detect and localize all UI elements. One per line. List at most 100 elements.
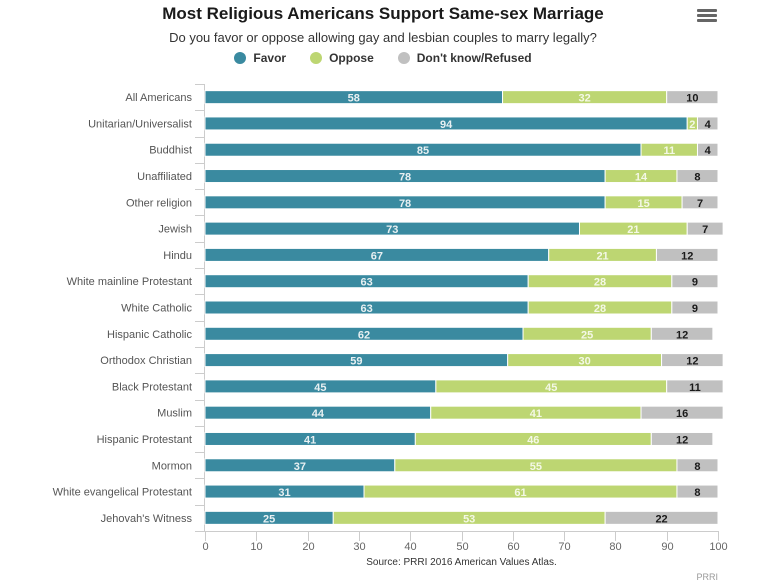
data-label-oppose: 32 — [578, 93, 590, 105]
data-label-don-t-know-refused: 12 — [676, 329, 688, 341]
bar-don-t-know-refused-other-religion[interactable] — [681, 195, 719, 210]
data-label-don-t-know-refused: 12 — [686, 356, 698, 368]
bar-don-t-know-refused-buddhist[interactable] — [696, 142, 719, 157]
legend-item-oppose[interactable]: Oppose — [310, 51, 374, 65]
data-label-oppose: 45 — [545, 382, 557, 394]
data-label-don-t-know-refused: 9 — [692, 303, 698, 315]
x-tick-label: 90 — [661, 541, 673, 553]
data-label-don-t-know-refused: 8 — [694, 172, 700, 184]
data-label-don-t-know-refused: 8 — [694, 487, 700, 499]
data-label-favor: 41 — [304, 434, 316, 446]
data-label-favor: 62 — [358, 329, 370, 341]
category-label-hindu: Hindu — [163, 250, 192, 262]
category-label-mormon: Mormon — [152, 460, 192, 472]
category-label-hispanic-catholic: Hispanic Catholic — [107, 329, 192, 341]
legend-dot-oppose — [310, 52, 323, 64]
data-label-favor: 37 — [294, 461, 306, 473]
category-label-orthodox-christian: Orthodox Christian — [100, 355, 192, 367]
data-label-don-t-know-refused: 12 — [676, 434, 688, 446]
data-label-favor: 85 — [417, 145, 429, 157]
x-tick-label: 60 — [507, 541, 519, 553]
bar-don-t-know-refused-hispanic-protestant[interactable] — [650, 431, 714, 446]
data-label-favor: 78 — [399, 172, 411, 184]
legend-label: Favor — [253, 51, 287, 65]
x-tick-label: 100 — [709, 541, 727, 553]
bar-don-t-know-refused-jehovah-s-witness[interactable] — [604, 510, 719, 525]
category-label-unaffiliated: Unaffiliated — [137, 171, 192, 183]
x-tick-label: 0 — [202, 541, 208, 553]
bar-don-t-know-refused-white-mainline-protestant[interactable] — [671, 274, 719, 289]
x-tick-label: 50 — [456, 541, 468, 553]
bar-don-t-know-refused-white-catholic[interactable] — [671, 300, 719, 315]
bar-don-t-know-refused-hispanic-catholic[interactable] — [650, 326, 714, 341]
category-label-black-protestant: Black Protestant — [112, 381, 192, 393]
data-label-oppose: 41 — [530, 408, 542, 420]
bar-don-t-know-refused-hindu[interactable] — [655, 247, 719, 262]
category-label-other-religion: Other religion — [126, 197, 192, 209]
bar-don-t-know-refused-muslim[interactable] — [640, 405, 724, 420]
category-label-white-catholic: White Catholic — [121, 303, 192, 315]
data-label-favor: 31 — [278, 487, 290, 499]
x-tick-label: 30 — [353, 541, 365, 553]
category-label-jehovah-s-witness: Jehovah's Witness — [101, 513, 193, 525]
bar-don-t-know-refused-black-protestant[interactable] — [666, 379, 724, 394]
data-label-favor: 25 — [263, 513, 275, 525]
data-label-oppose: 28 — [594, 277, 606, 289]
bar-don-t-know-refused-mormon[interactable] — [676, 458, 719, 473]
data-label-oppose: 21 — [627, 224, 639, 236]
data-label-favor: 63 — [360, 303, 372, 315]
legend-item-favor[interactable]: Favor — [234, 51, 286, 65]
menu-line — [697, 9, 717, 12]
category-label-jewish: Jewish — [158, 224, 192, 236]
data-label-oppose: 14 — [635, 172, 648, 184]
category-label-muslim: Muslim — [157, 408, 192, 420]
data-label-don-t-know-refused: 10 — [686, 93, 698, 105]
category-label-buddhist: Buddhist — [149, 145, 192, 157]
category-label-white-mainline-protestant: White mainline Protestant — [67, 276, 192, 288]
data-label-oppose: 55 — [530, 461, 542, 473]
menu-line — [697, 14, 717, 17]
category-label-all-americans: All Americans — [125, 92, 192, 104]
legend-label: Oppose — [329, 51, 374, 65]
menu-line — [697, 19, 717, 22]
source-note: Source: PRRI 2016 American Values Atlas. — [366, 557, 557, 568]
data-label-favor: 94 — [440, 119, 453, 131]
data-label-favor: 44 — [312, 408, 325, 420]
data-label-oppose: 11 — [663, 145, 675, 157]
data-label-favor: 78 — [399, 198, 411, 210]
bar-don-t-know-refused-all-americans[interactable] — [666, 90, 719, 105]
bar-don-t-know-refused-unitarian-universalist[interactable] — [696, 116, 719, 131]
data-label-oppose: 15 — [637, 198, 649, 210]
chart-title: Most Religious Americans Support Same-se… — [162, 4, 604, 23]
data-label-favor: 67 — [371, 250, 383, 262]
bar-don-t-know-refused-white-evangelical-protestant[interactable] — [676, 484, 719, 499]
data-label-don-t-know-refused: 7 — [697, 198, 703, 210]
data-label-don-t-know-refused: 8 — [694, 461, 700, 473]
legend-dot-favor — [234, 52, 247, 64]
bar-don-t-know-refused-jewish[interactable] — [686, 221, 724, 236]
data-label-don-t-know-refused: 4 — [705, 145, 712, 157]
data-label-don-t-know-refused: 16 — [676, 408, 688, 420]
category-label-white-evangelical-protestant: White evangelical Protestant — [53, 487, 192, 499]
legend-item-dont-know[interactable]: Don't know/Refused — [397, 51, 532, 65]
category-label-hispanic-protestant: Hispanic Protestant — [97, 434, 192, 446]
legend: Favor Oppose Don't know/Refused — [0, 51, 766, 65]
data-label-don-t-know-refused: 11 — [689, 382, 701, 394]
data-label-oppose: 21 — [596, 250, 608, 262]
x-tick-label: 20 — [302, 541, 314, 553]
data-label-don-t-know-refused: 9 — [692, 277, 698, 289]
credits[interactable]: PRRI — [696, 572, 718, 582]
data-label-favor: 45 — [314, 382, 326, 394]
data-label-don-t-know-refused: 22 — [655, 513, 667, 525]
bar-don-t-know-refused-unaffiliated[interactable] — [676, 169, 719, 184]
data-label-oppose: 46 — [527, 434, 539, 446]
category-label-unitarian-universalist: Unitarian/Universalist — [88, 118, 192, 130]
x-tick-label: 80 — [609, 541, 621, 553]
data-label-favor: 63 — [360, 277, 372, 289]
bar-don-t-know-refused-orthodox-christian[interactable] — [661, 353, 724, 368]
chart-subtitle: Do you favor or oppose allowing gay and … — [169, 30, 597, 45]
hamburger-menu-icon[interactable] — [697, 9, 717, 25]
legend-label: Don't know/Refused — [416, 51, 532, 65]
data-label-don-t-know-refused: 7 — [702, 224, 708, 236]
